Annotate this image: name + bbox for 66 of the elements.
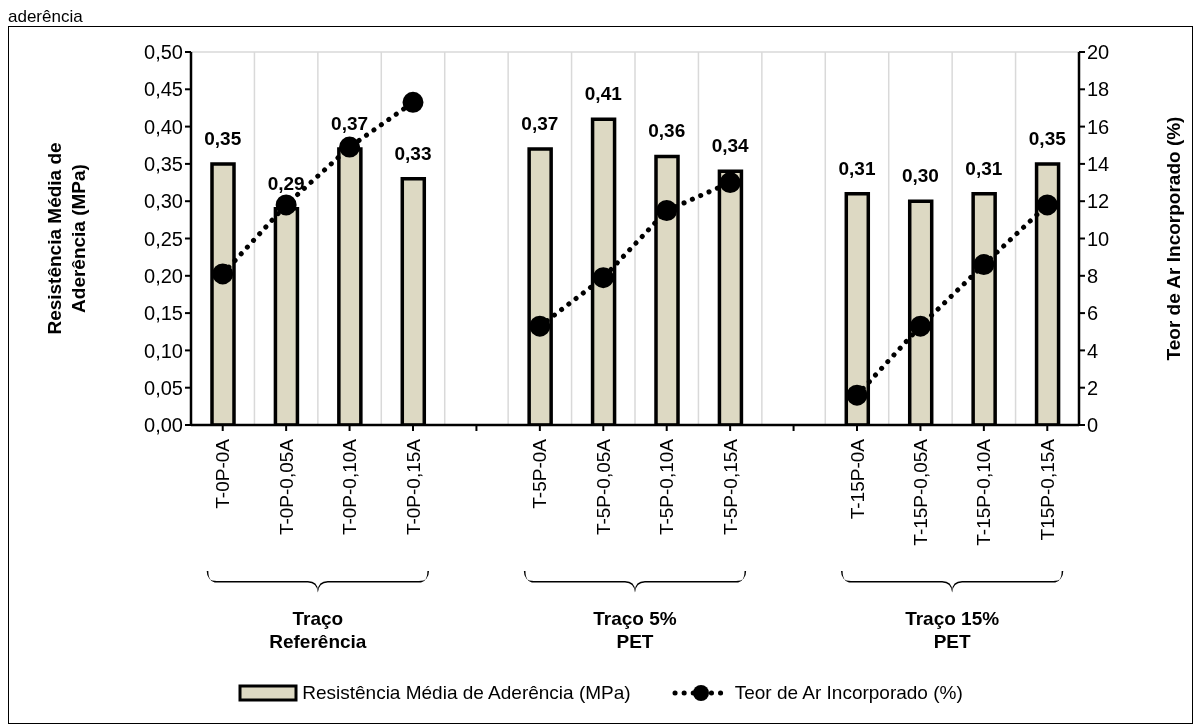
y2-tick-label: 18 xyxy=(1087,78,1110,101)
data-label: 0,33 xyxy=(394,142,432,164)
data-label: 0,34 xyxy=(711,135,750,157)
text: Traço 15% PET xyxy=(904,607,1001,653)
data-label: 0,30 xyxy=(901,165,939,187)
x-tick-label: T-0P-0A xyxy=(212,438,234,509)
data-label: 0,36 xyxy=(648,120,686,142)
data-label: 0,31 xyxy=(838,157,876,179)
text: Traço 5% PET xyxy=(592,607,678,653)
y-tick-label: 0,15 xyxy=(144,302,183,325)
point xyxy=(846,384,868,406)
text: Traço Referência xyxy=(268,607,368,653)
x-tick-label: T-15P-0A xyxy=(846,438,868,520)
y-tick-label: 0,05 xyxy=(144,376,183,399)
y2-tick-label: 12 xyxy=(1087,190,1110,213)
y2-tick-label: 14 xyxy=(1087,153,1110,175)
y-tick-label: 0,35 xyxy=(144,153,183,175)
y-tick-label: 0,20 xyxy=(144,264,183,287)
point xyxy=(719,172,741,194)
y-tick-label: 0,10 xyxy=(144,339,183,362)
data-label: 0,37 xyxy=(331,112,369,134)
x-tick-label: T-5P-0,05A xyxy=(592,438,614,536)
x-tick-label: T-0P-0,05A xyxy=(275,438,297,536)
legend-label: Resistência Média de Aderência (MPa) xyxy=(302,682,631,704)
legend-label: Teor de Ar Incorporado (%) xyxy=(734,682,963,704)
data-label: 0,29 xyxy=(267,172,305,194)
data-label: 0,35 xyxy=(204,127,242,149)
y-tick-label: 0,30 xyxy=(144,190,183,213)
point xyxy=(339,136,361,158)
point xyxy=(275,194,297,216)
data-label: 0,37 xyxy=(521,112,559,134)
data-label: 0,41 xyxy=(584,83,623,105)
y-tick-label: 0,50 xyxy=(144,41,183,64)
y-tick-label: 0,40 xyxy=(144,115,183,138)
x-tick-label: T-5P-0,15A xyxy=(719,438,741,536)
point xyxy=(592,267,614,289)
text: aderência xyxy=(8,7,84,26)
y2-tick-label: 6 xyxy=(1087,302,1099,325)
y2-tick-label: 0 xyxy=(1087,414,1099,437)
y2-tick-label: 10 xyxy=(1087,227,1110,250)
data-label: 0,35 xyxy=(1028,127,1067,149)
point xyxy=(212,263,234,285)
x-tick-label: T-5P-0,10A xyxy=(656,438,678,536)
y2-tick-label: 8 xyxy=(1087,264,1099,287)
point xyxy=(973,254,995,276)
y2-tick-label: 4 xyxy=(1087,339,1099,362)
point xyxy=(909,315,931,337)
point xyxy=(529,315,551,337)
point xyxy=(656,200,678,222)
x-tick-label: T-15P-0,05A xyxy=(909,438,931,546)
x-tick-label: T15P-0,15A xyxy=(1036,438,1058,541)
point xyxy=(402,91,424,113)
y2-tick-label: 2 xyxy=(1087,376,1099,399)
y2-tick-label: 16 xyxy=(1087,115,1110,138)
x-tick-label: T-0P-0,10A xyxy=(339,438,361,536)
y-tick-label: 0,25 xyxy=(144,227,183,250)
data-label: 0,31 xyxy=(965,157,1003,179)
y2-axis-title: Teor de Ar Incorporado (%) xyxy=(1163,116,1184,361)
x-tick-label: T-15P-0,10A xyxy=(973,438,995,546)
x-tick-label: T-5P-0A xyxy=(529,438,551,509)
y-axis-title: Resistência Média de Aderência (MPa) xyxy=(44,142,89,335)
x-tick-label: T-0P-0,15A xyxy=(402,438,424,536)
point xyxy=(1036,194,1058,216)
y-tick-label: 0,00 xyxy=(144,414,183,437)
y2-tick-label: 20 xyxy=(1087,41,1110,64)
y-tick-label: 0,45 xyxy=(144,78,183,101)
